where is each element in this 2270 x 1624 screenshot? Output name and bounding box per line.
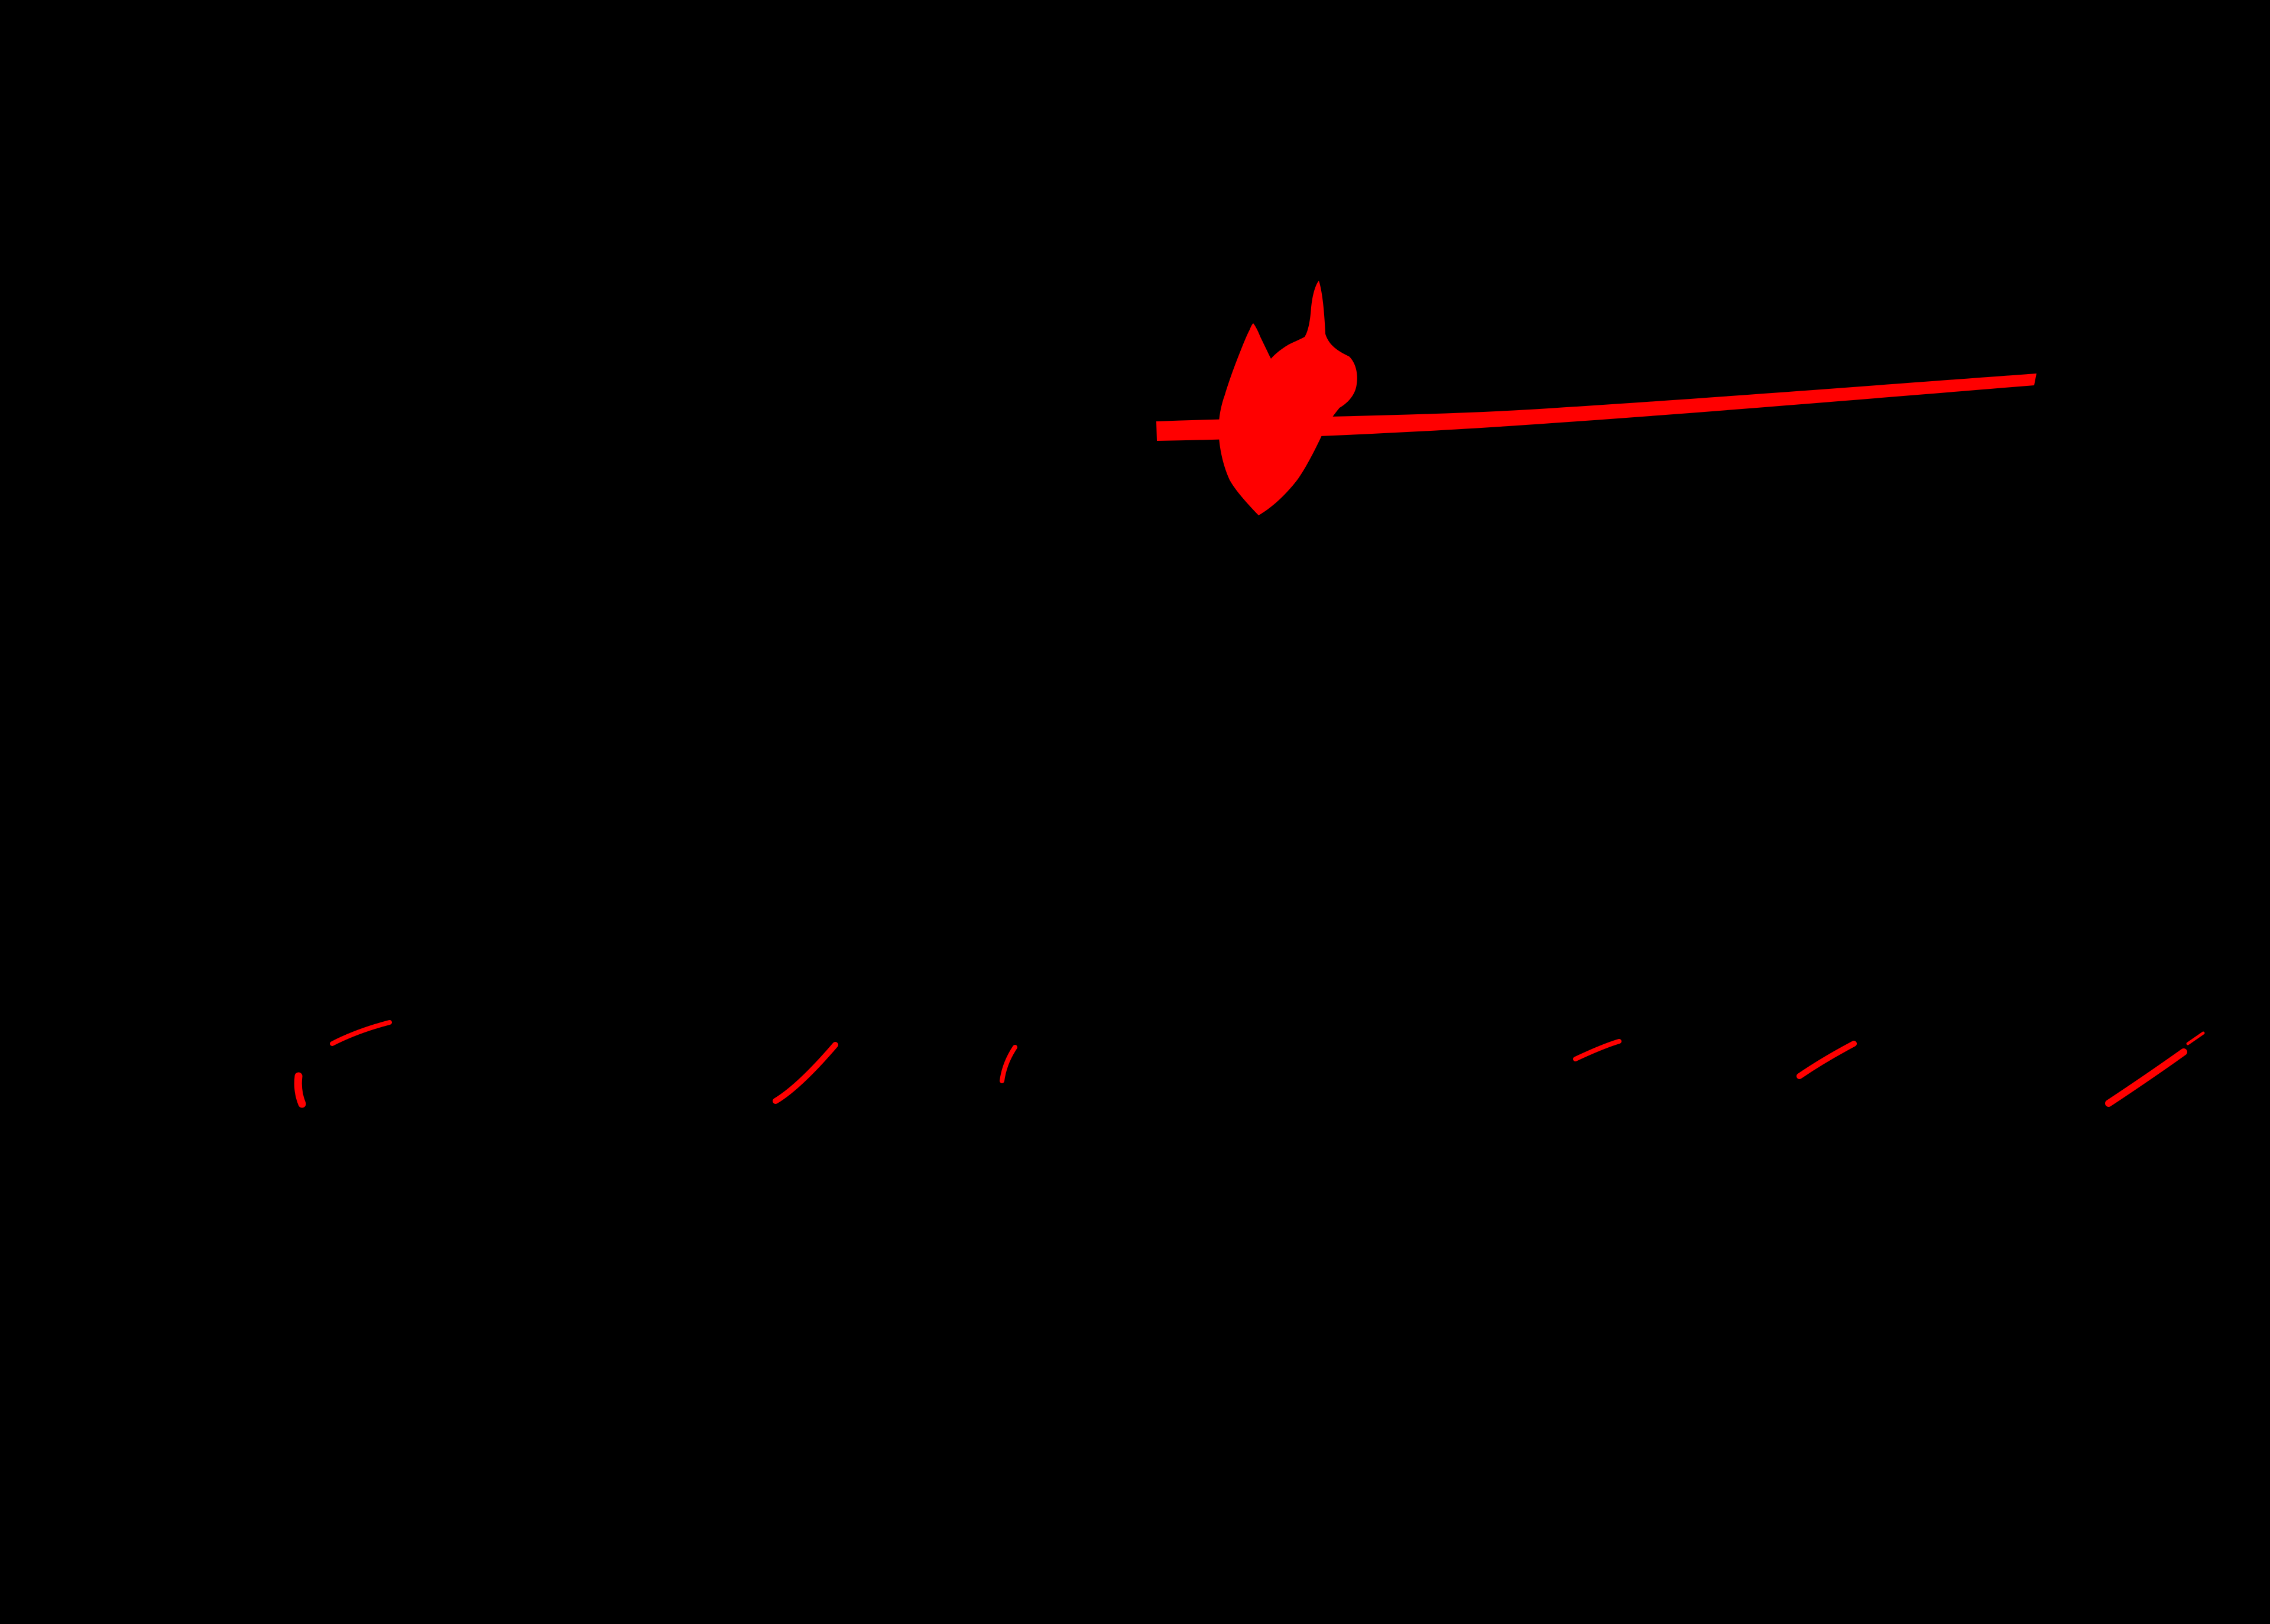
ink-dash-5 — [1573, 1039, 1622, 1061]
ink-dash-7-tail — [2186, 1031, 2205, 1045]
ink-dash-6 — [1796, 1041, 1857, 1079]
ink-scribble-blob — [1218, 281, 1357, 515]
ink-dash-3 — [773, 1042, 838, 1104]
ink-dash-7 — [2105, 1048, 2187, 1107]
ink-dash-2 — [330, 1020, 392, 1046]
ink-dash-4 — [1000, 1045, 1017, 1083]
ink-long-line — [1156, 373, 2036, 441]
ink-dash-1 — [294, 1072, 306, 1108]
